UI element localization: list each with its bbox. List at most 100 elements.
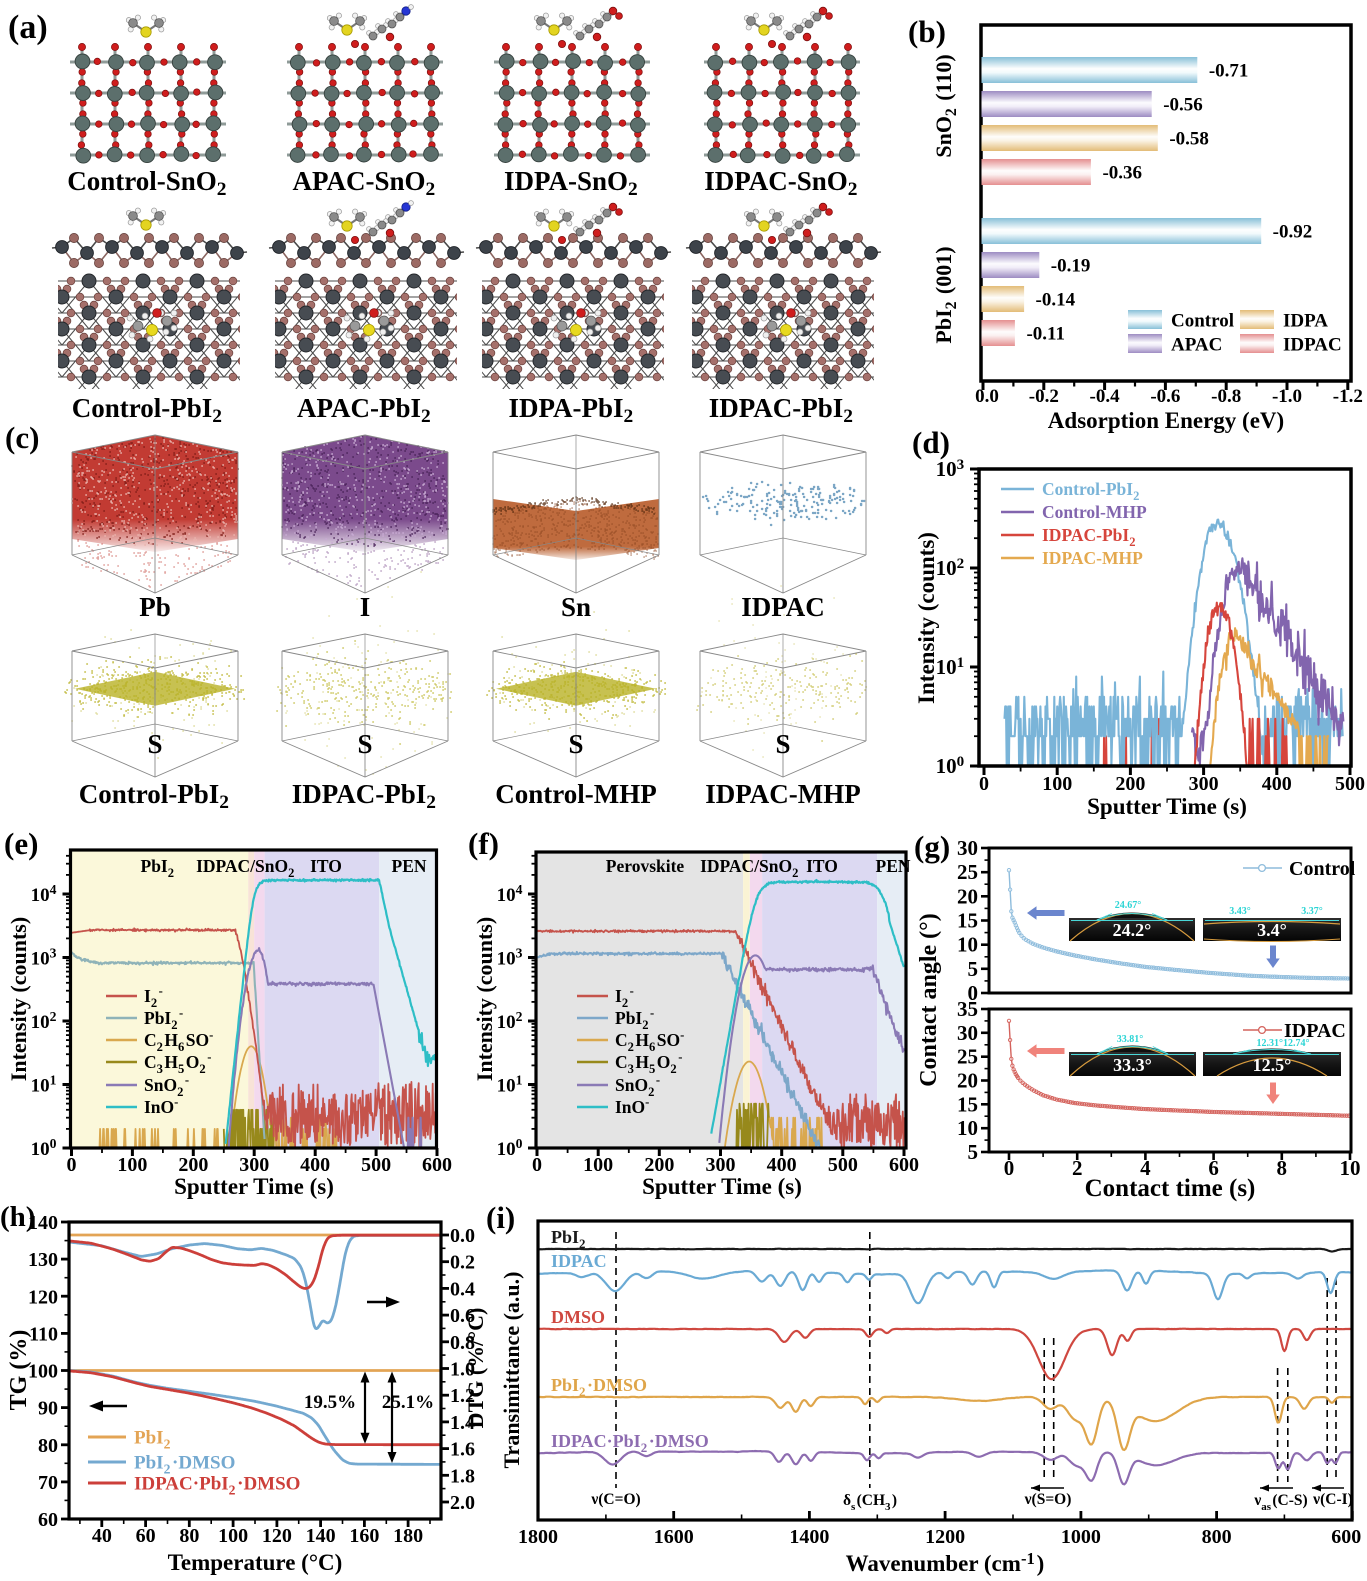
svg-text:25: 25	[957, 860, 978, 884]
svg-text:IDPAC: IDPAC	[551, 1251, 607, 1271]
svg-text:102: 102	[936, 556, 966, 580]
svg-text:25.1%: 25.1%	[382, 1392, 434, 1413]
svg-text:3.4°: 3.4°	[1257, 920, 1287, 940]
svg-text:1600: 1600	[654, 1526, 694, 1548]
svg-text:(e): (e)	[4, 826, 38, 861]
svg-text:200: 200	[644, 1154, 674, 1176]
svg-text:(c): (c)	[5, 420, 39, 455]
svg-text:0.8: 0.8	[450, 1332, 475, 1354]
svg-text:300: 300	[706, 1154, 736, 1176]
svg-text:DMSO: DMSO	[551, 1307, 605, 1327]
svg-text:20: 20	[957, 1069, 978, 1093]
svg-text:νas (C-S): νas (C-S)	[1253, 1492, 1307, 1513]
svg-text:1.2: 1.2	[450, 1385, 475, 1407]
svg-text:24.67°: 24.67°	[1115, 900, 1142, 911]
svg-text:PbI2: PbI2	[134, 1428, 172, 1452]
svg-text:20: 20	[957, 884, 978, 908]
svg-text:IDPAC-PbI2: IDPAC-PbI2	[709, 393, 855, 427]
svg-text:600: 600	[1331, 1526, 1361, 1548]
svg-text:Control-PbI2: Control-PbI2	[72, 393, 225, 427]
svg-text:S: S	[357, 729, 372, 759]
svg-text:2: 2	[1072, 1156, 1083, 1180]
svg-text:60: 60	[38, 1509, 58, 1531]
svg-text:-0.11: -0.11	[1026, 324, 1065, 345]
svg-text:PEN: PEN	[392, 856, 427, 876]
svg-text:PbI2 ·DMSO: PbI2 ·DMSO	[134, 1453, 235, 1477]
svg-text:800: 800	[1202, 1526, 1232, 1548]
svg-text:PbI2: PbI2	[551, 1227, 587, 1251]
svg-text:300: 300	[239, 1154, 269, 1176]
svg-text:6: 6	[1208, 1156, 1219, 1180]
svg-text:PbI2 -: PbI2 -	[615, 1006, 656, 1032]
svg-text:(h): (h)	[0, 1201, 35, 1233]
svg-text:-0.71: -0.71	[1209, 61, 1249, 82]
svg-text:IDPAC-MHP: IDPAC-MHP	[705, 779, 860, 809]
svg-text:12.5°: 12.5°	[1253, 1055, 1292, 1075]
svg-text:PbI2 (001): PbI2 (001)	[931, 246, 960, 343]
svg-text:Pb: Pb	[139, 592, 171, 622]
svg-text:33.81°: 33.81°	[1117, 1034, 1144, 1045]
svg-text:(g): (g)	[914, 829, 950, 864]
svg-text:100: 100	[28, 1361, 58, 1383]
svg-text:0.6: 0.6	[450, 1305, 475, 1327]
svg-text:80: 80	[38, 1435, 58, 1457]
svg-text:Control-SnO2: Control-SnO2	[67, 166, 229, 200]
svg-text:Sputter Time (s): Sputter Time (s)	[642, 1174, 802, 1199]
svg-text:Adsorption Energy (eV): Adsorption Energy (eV)	[1048, 408, 1284, 433]
svg-text:(a): (a)	[8, 9, 48, 46]
svg-text:1000: 1000	[1061, 1526, 1101, 1548]
svg-text:120: 120	[262, 1525, 292, 1547]
svg-text:Intensity (counts): Intensity (counts)	[472, 917, 497, 1081]
svg-text:0.4: 0.4	[450, 1278, 475, 1300]
svg-text:1.4: 1.4	[450, 1412, 475, 1434]
svg-text:3.37°: 3.37°	[1301, 906, 1323, 917]
svg-text:180: 180	[393, 1525, 423, 1547]
svg-text:Control-PbI2: Control-PbI2	[1042, 479, 1141, 503]
svg-text:3.43°: 3.43°	[1229, 906, 1251, 917]
svg-text:ν(C-I): ν(C-I)	[1312, 1491, 1353, 1508]
svg-text:400: 400	[300, 1154, 330, 1176]
svg-text:120: 120	[28, 1286, 58, 1308]
svg-text:(f): (f)	[468, 826, 499, 861]
svg-text:IDPAC: IDPAC	[1283, 335, 1342, 356]
svg-text:10: 10	[957, 1116, 978, 1140]
svg-text:140: 140	[306, 1525, 336, 1547]
svg-text:0.2: 0.2	[450, 1252, 475, 1274]
svg-text:19.5%: 19.5%	[304, 1392, 356, 1413]
svg-text:100: 100	[117, 1154, 147, 1176]
svg-text:33.3°: 33.3°	[1113, 1055, 1152, 1075]
svg-text:0.0: 0.0	[975, 386, 999, 407]
svg-text:1800: 1800	[518, 1526, 558, 1548]
svg-text:104: 104	[497, 882, 524, 906]
svg-text:Control-MHP: Control-MHP	[495, 779, 656, 809]
svg-text:101: 101	[31, 1073, 58, 1097]
svg-text:-0.56: -0.56	[1163, 95, 1203, 116]
svg-text:IDPAC-SnO2: IDPAC-SnO2	[704, 166, 860, 200]
svg-text:400: 400	[767, 1154, 797, 1176]
svg-text:8: 8	[1277, 1156, 1288, 1180]
svg-text:4: 4	[1140, 1156, 1151, 1180]
svg-text:15: 15	[957, 909, 978, 933]
svg-text:1.0: 1.0	[450, 1359, 475, 1381]
svg-text:110: 110	[29, 1323, 58, 1345]
svg-text:0.0: 0.0	[450, 1225, 475, 1247]
svg-text:0: 0	[532, 1154, 542, 1176]
svg-text:Wavenumber (cm-1 ): Wavenumber (cm-1 )	[846, 1549, 1045, 1576]
svg-text:APAC: APAC	[1171, 335, 1222, 356]
svg-text:Intensity (counts): Intensity (counts)	[6, 917, 31, 1081]
svg-text:101: 101	[497, 1073, 524, 1097]
svg-text:40: 40	[92, 1525, 112, 1547]
svg-text:5: 5	[968, 957, 979, 981]
svg-text:ν(C=O): ν(C=O)	[590, 1491, 640, 1508]
svg-text:102: 102	[497, 1009, 524, 1033]
svg-text:-0.6: -0.6	[1150, 386, 1180, 407]
svg-text:160: 160	[349, 1525, 379, 1547]
svg-text:10: 10	[1340, 1156, 1361, 1180]
svg-text:Transimittance (a.u.): Transimittance (a.u.)	[499, 1272, 524, 1469]
svg-text:Control-PbI2: Control-PbI2	[79, 779, 232, 813]
svg-text:1400: 1400	[789, 1526, 829, 1548]
svg-text:500: 500	[1335, 773, 1365, 795]
svg-text:70: 70	[38, 1472, 58, 1494]
svg-text:-0.58: -0.58	[1169, 129, 1209, 150]
svg-text:600: 600	[422, 1154, 452, 1176]
